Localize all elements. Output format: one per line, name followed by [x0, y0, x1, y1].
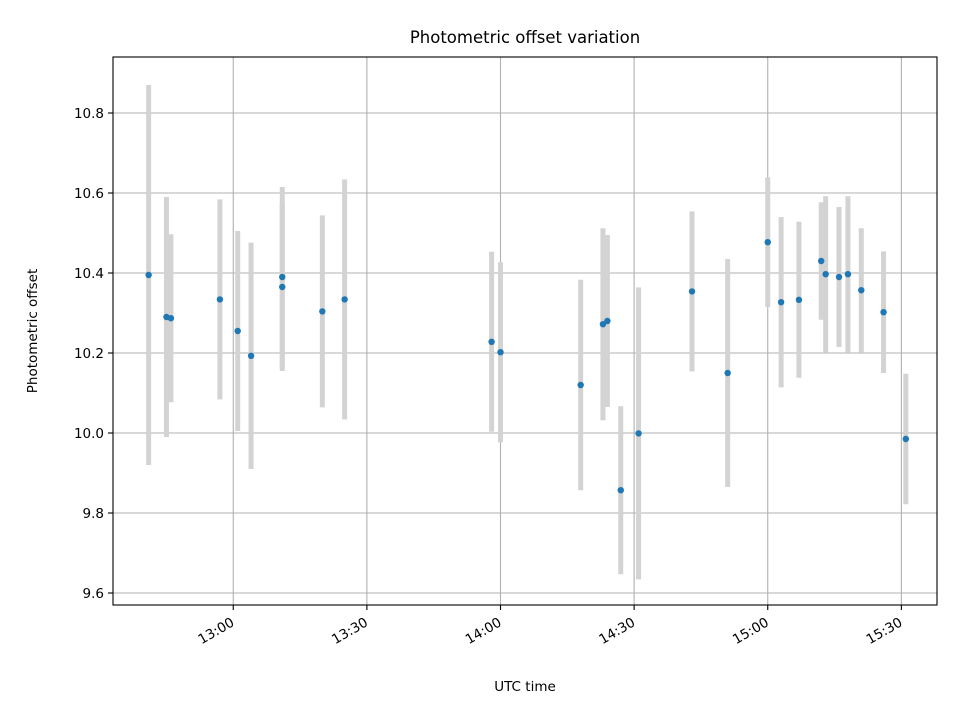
chart-title: Photometric offset variation: [410, 28, 640, 47]
data-point: [279, 283, 286, 291]
y-tick-label: 10.6: [74, 186, 104, 202]
y-axis-ticks: 9.6 9.8 10.0 10.2 10.4 10.6 10.8: [74, 106, 113, 602]
data-point: [234, 327, 241, 335]
data-point: [216, 296, 224, 303]
data-points: [145, 239, 910, 494]
y-tick-label: 10.4: [74, 266, 104, 282]
data-point: [724, 369, 731, 377]
data-point: [777, 299, 785, 306]
y-tick-label: 9.8: [83, 506, 104, 522]
y-tick-label: 10.8: [74, 106, 104, 122]
data-point: [817, 257, 825, 265]
y-tick-label: 10.2: [74, 346, 104, 362]
data-point: [604, 317, 611, 325]
x-axis-label: UTC time: [494, 679, 556, 695]
data-point: [341, 296, 348, 303]
y-axis-label: Photometric offset: [25, 269, 41, 393]
data-point: [880, 309, 887, 316]
data-point: [858, 287, 865, 294]
data-point: [167, 315, 175, 322]
data-point: [497, 349, 504, 356]
data-point: [599, 321, 607, 328]
data-point: [279, 273, 286, 281]
plot-frame: [112, 56, 938, 606]
data-point: [688, 288, 696, 295]
data-point: [822, 271, 829, 278]
data-point: [319, 308, 326, 315]
data-point: [577, 381, 584, 389]
data-point: [635, 430, 642, 437]
data-point: [145, 271, 152, 279]
data-point: [764, 239, 771, 246]
data-point: [844, 271, 852, 278]
data-point: [835, 273, 843, 281]
y-tick-label: 9.6: [83, 586, 104, 602]
data-point: [488, 338, 495, 345]
y-tick-label: 10.0: [74, 426, 104, 442]
data-point: [795, 296, 803, 303]
data-point: [902, 435, 910, 443]
data-point: [247, 352, 255, 359]
data-point: [617, 487, 624, 494]
